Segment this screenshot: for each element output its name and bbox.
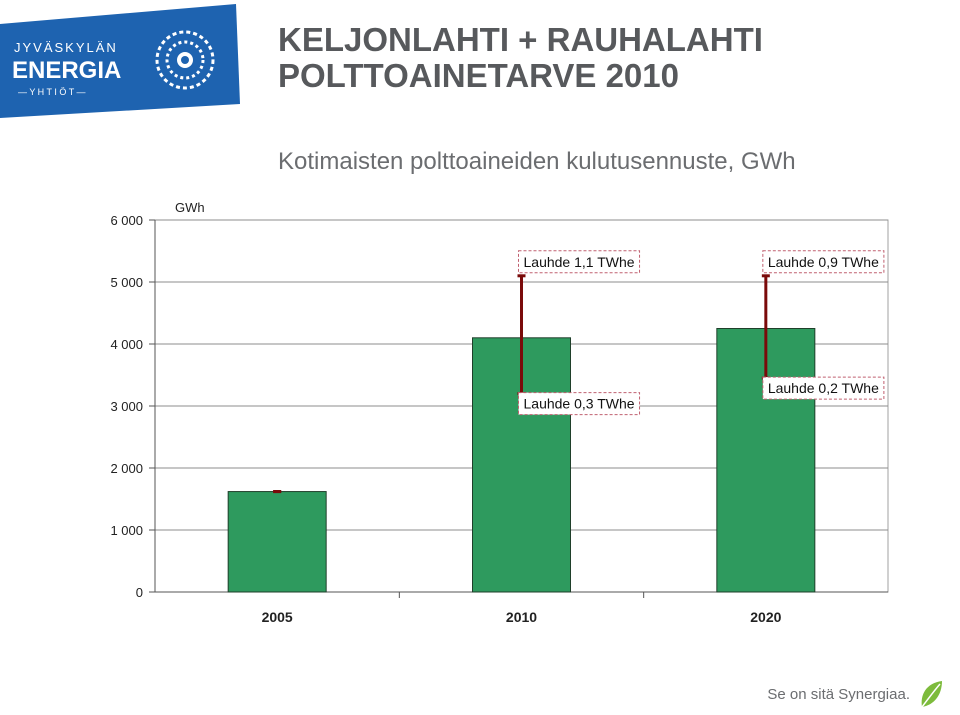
annotation-low-2020: Lauhde 0,2 TWhe bbox=[768, 380, 879, 396]
annotation-low-2020-box bbox=[762, 376, 885, 400]
annotation-high-2020-box bbox=[762, 250, 885, 274]
title-line2: POLTTOAINETARVE 2010 bbox=[278, 57, 679, 94]
chart-subtitle: Kotimaisten polttoaineiden kulutusennust… bbox=[278, 148, 796, 175]
y-tick-label: 2 000 bbox=[110, 461, 143, 476]
page-title: KELJONLAHTI + RAUHALAHTI POLTTOAINETARVE… bbox=[278, 22, 763, 94]
annotation-low-2010: Lauhde 0,3 TWhe bbox=[524, 396, 635, 412]
y-tick-label: 6 000 bbox=[110, 213, 143, 228]
energy-swirl-icon bbox=[155, 30, 215, 90]
logo-line1: JYVÄSKYLÄN bbox=[14, 40, 118, 55]
y-unit-label: GWh bbox=[175, 200, 205, 215]
annotation-high-2010-box bbox=[518, 250, 641, 274]
bar-chart: 0 1 000 2 000 3 000 4 000 5 000 6 000 GWh 2005 20… bbox=[110, 200, 889, 625]
annotation-high-2020: Lauhde 0,9 TWhe bbox=[768, 254, 879, 270]
x-tick-label: 2005 bbox=[262, 609, 293, 625]
y-tick-label: 4 000 bbox=[110, 337, 143, 352]
leaf-icon bbox=[921, 681, 942, 708]
footer-slogan: Se on sitä Synergiaa. bbox=[767, 685, 910, 703]
x-tick-label: 2020 bbox=[750, 609, 781, 625]
annotation-high-2010: Lauhde 1,1 TWhe bbox=[524, 254, 635, 270]
logo-line2: ENERGIA bbox=[12, 57, 121, 84]
bar-2005 bbox=[227, 491, 327, 593]
y-tick-label: 3 000 bbox=[110, 399, 143, 414]
y-tick-label: 5 000 bbox=[110, 275, 143, 290]
y-tick-label: 0 bbox=[136, 585, 143, 600]
x-tick-label: 2010 bbox=[506, 609, 537, 625]
jyvaskylan-energia-logo: JYVÄSKYLÄN ENERGIA — Y H T I Ö T — bbox=[0, 4, 240, 118]
title-line1: KELJONLAHTI + RAUHALAHTI bbox=[278, 21, 763, 58]
annotation-low-2010-box bbox=[518, 392, 641, 416]
y-tick-label: 1 000 bbox=[110, 523, 143, 538]
logo-line3: — Y H T I Ö T — bbox=[18, 87, 86, 97]
footer: Se on sitä Synergiaa. bbox=[767, 679, 944, 709]
